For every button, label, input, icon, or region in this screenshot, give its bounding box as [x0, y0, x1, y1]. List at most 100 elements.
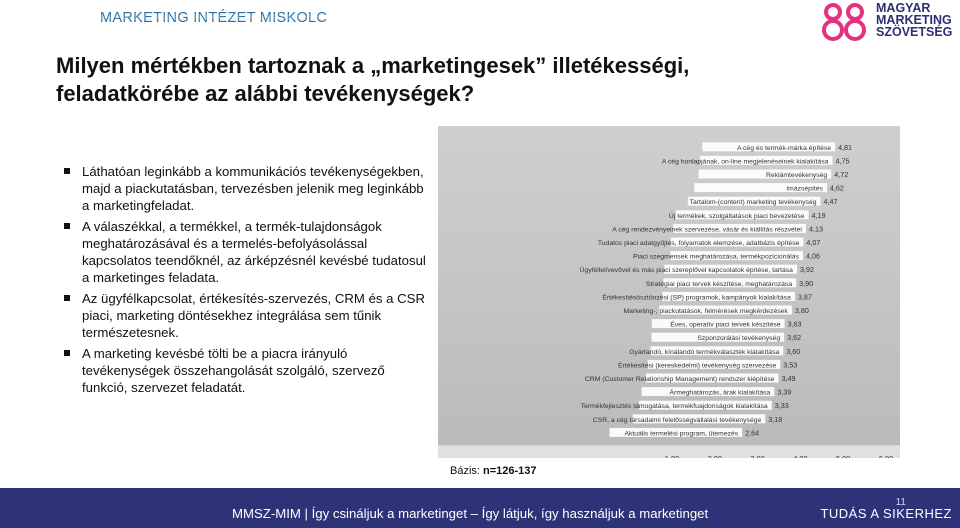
value-label: 4,81	[838, 143, 852, 152]
chart-bar	[609, 427, 743, 437]
chart-bar	[662, 291, 795, 301]
value-label: 4,72	[834, 170, 848, 179]
chart-panel: A cég és termék-márka építése 4,81 A cég h…	[438, 126, 900, 463]
value-label: 4,62	[830, 184, 844, 193]
x-tick-label: 3,00	[750, 454, 764, 458]
value-label: 2,64	[745, 428, 759, 437]
square-bullet-icon	[64, 168, 70, 174]
value-label: 3,60	[786, 347, 800, 356]
category-label: Imázsépítés	[786, 186, 823, 193]
x-tick-label: 2,00	[708, 454, 722, 458]
category-label: CRM (Customer Relationship Management) r…	[585, 376, 775, 383]
category-label: Értékesítési (kereskedelmi) tevékenység …	[618, 360, 776, 369]
value-label: 4,06	[806, 252, 820, 261]
value-label: 4,47	[824, 197, 838, 206]
chart-bar	[687, 196, 821, 206]
value-label: 3,62	[787, 333, 801, 342]
value-label: 3,63	[788, 320, 802, 329]
logo-line-2: MARKETING	[876, 13, 952, 27]
chart-bar	[699, 155, 833, 165]
institute-name: MARKETING INTÉZET MISKOLC	[100, 10, 328, 26]
slide-title: Milyen mértékben tartoznak a „marketinge…	[56, 53, 690, 106]
chart-bar	[675, 210, 809, 220]
chart-bar	[641, 387, 775, 397]
value-label: 3,90	[799, 279, 813, 288]
value-label: 4,19	[812, 211, 826, 220]
logo-text: MAGYAR MARKETING SZÖVETSÉG	[876, 1, 953, 39]
x-tick-label: 4,00	[793, 454, 807, 458]
chart-bar	[670, 251, 803, 261]
chart-bar	[702, 142, 836, 152]
category-label: Ármeghatározás, árak kialakítása	[669, 388, 770, 397]
chart-bar	[673, 223, 806, 233]
value-label: 3,39	[777, 388, 791, 397]
category-label: Értékesítésösztönzési (SP) programok, ka…	[602, 292, 791, 301]
chart-bar	[670, 237, 804, 247]
basis-value: n=126-137	[483, 465, 537, 477]
x-axis-band	[438, 445, 900, 458]
footer-text: MMSZ-MIM | Így csináljuk a marketinget –…	[232, 506, 709, 521]
bullet-text: A válaszékkal, a termékkel, a termék-tul…	[82, 219, 426, 285]
value-label: 3,80	[795, 306, 809, 315]
category-label: Tudatos piaci adatgyűjtés, folyamatok el…	[598, 240, 800, 247]
chart-bar	[698, 169, 832, 179]
category-label: Aktuális termelési program, ütemezés	[624, 430, 738, 437]
chart-bar	[651, 332, 785, 342]
category-label: Szponzorálási tevékenység	[697, 335, 780, 342]
logo-mark-icon	[822, 3, 866, 41]
x-tick-label: 6,00	[879, 454, 893, 458]
category-label: Ügyféllel/vevővel és más piaci szereplőv…	[580, 266, 794, 274]
category-label: CSR, a cég társadalmi felelősségvállalás…	[593, 417, 762, 424]
chart-bar	[650, 346, 784, 356]
logo-line-3: SZÖVETSÉG	[876, 25, 953, 39]
square-bullet-icon	[64, 223, 70, 229]
value-label: 3,92	[800, 265, 814, 274]
chart-bar	[659, 305, 792, 315]
bullet-text: Az ügyfélkapcsolat, értékesítés-szervezé…	[82, 291, 425, 340]
institute-header: MARKETING INTÉZET MISKOLC MARKETING INTÉ…	[100, 10, 327, 26]
footer-bar: MMSZ-MIM | Így csináljuk a marketinget –…	[0, 488, 960, 528]
category-label: A cég és termék-márka építése	[737, 145, 831, 152]
category-label: A cég honlapjának, on-line megjelenésein…	[662, 158, 829, 165]
bullet-list: Láthatóan leginkább a kommunikációs tevé…	[62, 163, 432, 400]
chart-bar	[663, 278, 797, 288]
category-label: A cég rendezvényeinek szervezése, vásár …	[612, 226, 802, 233]
category-label: Tartalom-(content) marketing tevékenység	[690, 199, 817, 206]
x-tick-label: 5,00	[836, 454, 850, 458]
bullet-item: A marketing kevésbé tölti be a piacra ir…	[62, 345, 432, 396]
basis-label: Bázis:	[450, 465, 484, 477]
category-label: Marketing-, piackutatások, felmérések me…	[623, 308, 788, 315]
category-label: Éves, operatív piaci tervek készítése	[670, 320, 781, 329]
category-label: Stratégiai piaci tervek készítése, megha…	[646, 281, 792, 288]
category-label: Új termékek, szolgáltatások piaci beveze…	[669, 211, 805, 220]
category-label: Reklámtevékenység	[766, 172, 827, 179]
value-label: 3,33	[775, 401, 789, 410]
bullet-text: A marketing kevésbé tölti be a piacra ir…	[82, 346, 385, 395]
footer-slogan: TUDÁS A SIKERHEZ	[820, 506, 952, 521]
value-label: 3,18	[768, 415, 782, 424]
category-label: Termékfejlesztés támogatása, termékfuajd…	[581, 403, 768, 410]
page-number: 11	[895, 497, 906, 508]
value-label: 3,49	[782, 374, 796, 383]
magyar-marketing-szovetseg-logo: MAGYAR MARKETING SZÖVETSÉG	[822, 2, 960, 48]
logo-line-1: MAGYAR	[876, 1, 931, 15]
category-label: Piaci szegmensek meghatározása, termékpo…	[633, 254, 799, 261]
chart-bar	[651, 319, 785, 329]
chart-bar	[647, 359, 781, 369]
bullet-item: A válaszékkal, a termékkel, a termék-tul…	[62, 218, 432, 286]
value-label: 3,87	[798, 292, 812, 301]
chart-bar	[694, 183, 827, 193]
square-bullet-icon	[64, 350, 70, 356]
chart-bar	[632, 414, 766, 424]
bullet-text: Láthatóan leginkább a kommunikációs tevé…	[82, 164, 424, 213]
value-label: 3,53	[783, 360, 797, 369]
chart-bar	[639, 400, 772, 410]
x-tick-label: 1,00	[665, 454, 679, 458]
bar-chart: A cég és termék-márka építése 4,81 A cég h…	[438, 142, 900, 463]
chart-bar	[645, 373, 779, 383]
value-label: 4,75	[836, 156, 850, 165]
bullet-item: Láthatóan leginkább a kommunikációs tevé…	[62, 163, 432, 214]
bullet-item: Az ügyfélkapcsolat, értékesítés-szervezé…	[62, 290, 432, 341]
category-label: Gyártandó, kínálandó termékválaszték kia…	[629, 349, 779, 356]
basis-note: Bázis: n=126-137	[450, 465, 537, 477]
